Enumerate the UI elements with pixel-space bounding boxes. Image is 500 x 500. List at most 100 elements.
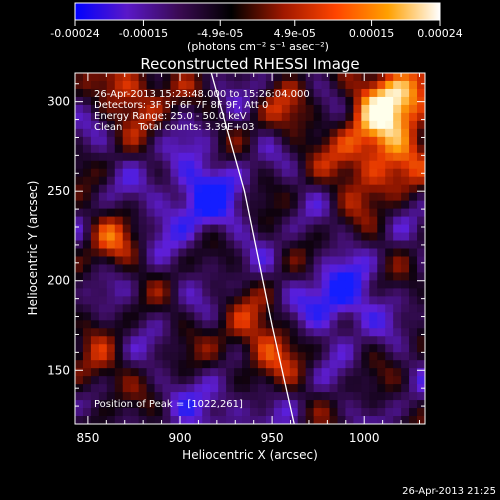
heatmap-cell bbox=[114, 73, 124, 82]
heatmap-cell bbox=[305, 120, 315, 130]
heatmap-cell bbox=[194, 96, 203, 106]
heatmap-cell bbox=[122, 256, 132, 266]
heatmap-cell bbox=[218, 112, 227, 122]
heatmap-cell bbox=[385, 248, 394, 258]
heatmap-cell bbox=[146, 344, 156, 353]
heatmap-cell bbox=[417, 176, 425, 186]
heatmap-cell bbox=[146, 232, 156, 242]
heatmap-cell bbox=[265, 73, 275, 82]
heatmap-cell bbox=[106, 352, 116, 361]
heatmap-cell bbox=[226, 128, 235, 138]
heatmap-cell bbox=[345, 192, 354, 202]
heatmap-cell bbox=[170, 352, 179, 361]
heatmap-cell bbox=[75, 176, 84, 186]
heatmap-cell bbox=[186, 88, 195, 98]
heatmap-cell bbox=[202, 232, 211, 242]
heatmap-cell bbox=[321, 232, 331, 242]
heatmap-cell bbox=[122, 272, 132, 282]
heatmap-cell bbox=[313, 184, 323, 194]
heatmap-cell bbox=[337, 216, 347, 226]
heatmap-cell bbox=[329, 352, 339, 361]
heatmap-cell bbox=[106, 232, 116, 242]
heatmap-cell bbox=[98, 296, 108, 305]
heatmap-cell bbox=[313, 104, 323, 114]
annotation-detectors: Detectors: 3F 5F 6F 7F 8F 9F, Att 0 bbox=[94, 100, 268, 111]
heatmap-cell bbox=[265, 296, 275, 305]
heatmap-cell bbox=[122, 224, 132, 234]
heatmap-cell bbox=[257, 392, 267, 401]
heatmap-cell bbox=[409, 144, 418, 154]
heatmap-cell bbox=[401, 296, 410, 305]
heatmap-cell bbox=[281, 104, 291, 114]
heatmap-cell bbox=[186, 384, 195, 393]
heatmap-cell bbox=[210, 192, 219, 202]
heatmap-cell bbox=[75, 88, 84, 98]
heatmap-cell bbox=[90, 384, 100, 393]
heatmap-cell bbox=[106, 384, 116, 393]
heatmap-cell bbox=[273, 336, 283, 345]
heatmap-cell bbox=[106, 360, 116, 369]
heatmap-cell bbox=[409, 344, 418, 353]
heatmap-cell bbox=[82, 168, 92, 178]
heatmap-cell bbox=[297, 360, 307, 369]
heatmap-cell bbox=[329, 184, 339, 194]
heatmap-cell bbox=[138, 352, 148, 361]
heatmap-cell bbox=[321, 208, 331, 218]
heatmap-cell bbox=[369, 112, 378, 122]
heatmap-cell bbox=[202, 304, 211, 313]
heatmap-cell bbox=[114, 128, 124, 138]
heatmap-cell bbox=[393, 224, 402, 234]
heatmap-cell bbox=[98, 240, 108, 250]
heatmap-cell bbox=[202, 88, 211, 98]
heatmap-cell bbox=[361, 112, 370, 122]
heatmap-cell bbox=[329, 73, 339, 82]
heatmap-cell bbox=[353, 344, 362, 353]
heatmap-cell bbox=[210, 360, 219, 369]
heatmap-cell bbox=[114, 240, 124, 250]
heatmap-cell bbox=[417, 104, 425, 114]
heatmap-cell bbox=[154, 73, 164, 82]
heatmap-cell bbox=[226, 96, 235, 106]
heatmap-cell bbox=[122, 144, 132, 154]
heatmap-cell bbox=[90, 296, 100, 305]
heatmap-cell bbox=[385, 296, 394, 305]
heatmap-cell bbox=[393, 176, 402, 186]
heatmap-cell bbox=[186, 136, 195, 146]
heatmap-cell bbox=[90, 208, 100, 218]
heatmap-cell bbox=[345, 248, 354, 258]
heatmap-cell bbox=[250, 304, 259, 313]
heatmap-cell bbox=[170, 136, 179, 146]
heatmap-cell bbox=[226, 320, 235, 329]
heatmap-cell bbox=[178, 200, 187, 210]
heatmap-cell bbox=[385, 312, 394, 321]
heatmap-cell bbox=[385, 272, 394, 282]
heatmap-cell bbox=[289, 248, 299, 258]
heatmap-cell bbox=[305, 80, 315, 90]
heatmap-cell bbox=[90, 344, 100, 353]
heatmap-cell bbox=[305, 288, 315, 297]
heatmap-cell bbox=[417, 232, 425, 242]
heatmap-cell bbox=[385, 408, 394, 417]
heatmap-cell bbox=[417, 224, 425, 234]
heatmap-cell bbox=[178, 352, 187, 361]
heatmap-cell bbox=[218, 376, 227, 385]
heatmap-cell bbox=[281, 320, 291, 329]
heatmap-cell bbox=[178, 304, 187, 313]
heatmap-cell bbox=[265, 392, 275, 401]
heatmap-cell bbox=[122, 304, 132, 313]
heatmap-cell bbox=[122, 312, 132, 321]
heatmap-cell bbox=[385, 352, 394, 361]
heatmap-cell bbox=[369, 88, 378, 98]
heatmap-cell bbox=[226, 208, 235, 218]
heatmap-cell bbox=[337, 224, 347, 234]
heatmap-cell bbox=[218, 96, 227, 106]
heatmap-cell bbox=[194, 136, 203, 146]
heatmap-cell bbox=[202, 144, 211, 154]
heatmap-cell bbox=[393, 328, 402, 337]
heatmap-cell bbox=[170, 328, 179, 337]
heatmap-cell bbox=[146, 328, 156, 337]
heatmap-cell bbox=[377, 120, 386, 130]
heatmap-cell bbox=[393, 184, 402, 194]
heatmap-cell bbox=[361, 73, 370, 82]
heatmap-cell bbox=[106, 256, 116, 266]
